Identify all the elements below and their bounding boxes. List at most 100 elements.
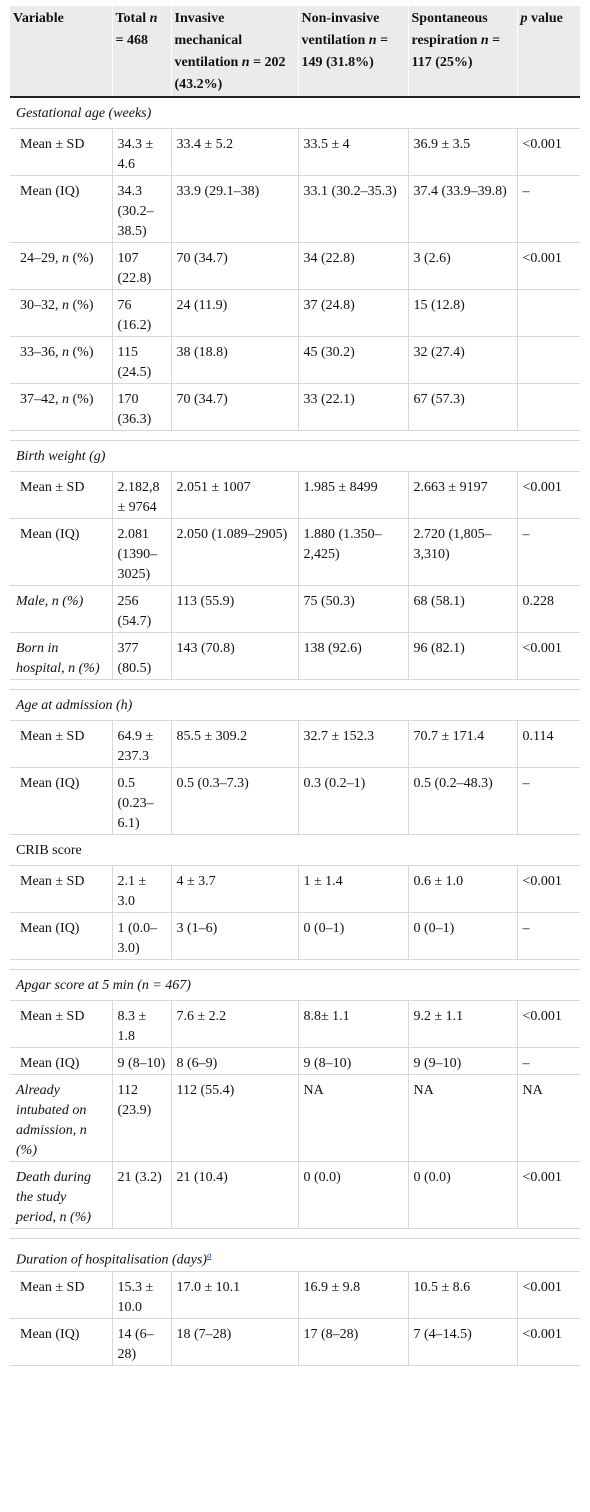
cell-spontaneous: 9.2 ± 1.1 — [408, 1000, 518, 1048]
cell-spontaneous: 9 (9–10) — [408, 1047, 518, 1075]
cell-total: 34.3 (30.2–38.5) — [112, 175, 172, 243]
cell-noninvasive: 34 (22.8) — [298, 242, 409, 290]
baseline-characteristics-table: Variable Total n = 468 Invasive mechanic… — [10, 6, 580, 1366]
cell-spontaneous: 2.663 ± 9197 — [408, 471, 518, 519]
cell-variable: Already intubated on admission, n (%) — [10, 1074, 113, 1162]
cell-invasive: 33.4 ± 5.2 — [171, 128, 299, 176]
cell-invasive: 7.6 ± 2.2 — [171, 1000, 299, 1048]
cell-variable: 30–32, n (%) — [10, 289, 113, 337]
header-invasive: Invasive mechanical ventilation n = 202 … — [171, 6, 299, 98]
header-total: Total n = 468 — [112, 6, 172, 98]
cell-noninvasive: 1.880 (1.350–2,425) — [298, 518, 409, 586]
cell-total: 15.3 ± 10.0 — [112, 1271, 172, 1319]
cell-spontaneous: 0.6 ± 1.0 — [408, 865, 518, 913]
header-spontaneous: Spontaneous respiration n = 117 (25%) — [408, 6, 518, 98]
footnote-link[interactable]: a — [206, 1250, 212, 1260]
cell-noninvasive: 37 (24.8) — [298, 289, 409, 337]
cell-invasive: 24 (11.9) — [171, 289, 299, 337]
header-row: Variable Total n = 468 Invasive mechanic… — [10, 6, 580, 98]
cell-total: 9 (8–10) — [112, 1047, 172, 1075]
cell-invasive: 0.5 (0.3–7.3) — [171, 767, 299, 835]
table-row: Mean ± SD 8.3 ± 1.8 7.6 ± 2.2 8.8± 1.1 9.2 ±… — [10, 1000, 580, 1048]
table-row: Already intubated on admission, n (%) 112… — [10, 1074, 580, 1162]
cell-total: 1 (0.0–3.0) — [112, 912, 172, 960]
cell-p-value — [517, 289, 580, 337]
cell-noninvasive: 33 (22.1) — [298, 383, 409, 431]
cell-variable: Mean ± SD — [10, 1000, 113, 1048]
cell-p-value — [517, 383, 580, 431]
cell-variable: Mean ± SD — [10, 720, 113, 768]
cell-spontaneous: 32 (27.4) — [408, 336, 518, 384]
cell-total: 377 (80.5) — [112, 632, 172, 680]
cell-total: 0.5 (0.23–6.1) — [112, 767, 172, 835]
cell-variable: Mean ± SD — [10, 128, 113, 176]
table-row: Mean (IQ) 34.3 (30.2–38.5) 33.9 (29.1–38) 3… — [10, 175, 580, 243]
cell-invasive: 70 (34.7) — [171, 383, 299, 431]
section-row: Apgar score at 5 min (n = 467) — [10, 969, 580, 1001]
table-row: Born in hospital, n (%) 377 (80.5) 143 (70… — [10, 632, 580, 680]
cell-invasive: 21 (10.4) — [171, 1161, 299, 1229]
table-row: Mean (IQ) 2.081 (1390–3025) 2.050 (1.089–2… — [10, 518, 580, 586]
cell-total: 2.1 ± 3.0 — [112, 865, 172, 913]
cell-variable: Mean ± SD — [10, 471, 113, 519]
cell-invasive: 143 (70.8) — [171, 632, 299, 680]
cell-invasive: 85.5 ± 309.2 — [171, 720, 299, 768]
section-crib-score: CRIB score — [10, 834, 580, 866]
cell-variable: Mean (IQ) — [10, 767, 113, 835]
section-row: Birth weight (g) — [10, 440, 580, 472]
cell-spontaneous: 0 (0–1) — [408, 912, 518, 960]
cell-total: 115 (24.5) — [112, 336, 172, 384]
cell-spontaneous: 7 (4–14.5) — [408, 1318, 518, 1366]
cell-spontaneous: 2.720 (1,805–3,310) — [408, 518, 518, 586]
table-row: Death during the study period, n (%) 21 (… — [10, 1161, 580, 1229]
section-row: Duration of hospitalisation (days)a — [10, 1238, 580, 1272]
cell-variable: Mean ± SD — [10, 865, 113, 913]
cell-invasive: 2.050 (1.089–2905) — [171, 518, 299, 586]
cell-spontaneous: 36.9 ± 3.5 — [408, 128, 518, 176]
cell-p-value: <0.001 — [517, 1000, 580, 1048]
section-birth-weight: Birth weight (g) — [10, 440, 580, 472]
cell-variable: Death during the study period, n (%) — [10, 1161, 113, 1229]
cell-total: 14 (6–28) — [112, 1318, 172, 1366]
cell-invasive: 4 ± 3.7 — [171, 865, 299, 913]
cell-noninvasive: 33.1 (30.2–35.3) — [298, 175, 409, 243]
cell-p-value: – — [517, 767, 580, 835]
cell-invasive: 38 (18.8) — [171, 336, 299, 384]
spacer-row — [10, 679, 580, 690]
spacer-row — [10, 430, 580, 441]
cell-noninvasive: 8.8± 1.1 — [298, 1000, 409, 1048]
section-row: Age at admission (h) — [10, 689, 580, 721]
cell-p-value: – — [517, 1047, 580, 1075]
cell-spontaneous: 15 (12.8) — [408, 289, 518, 337]
cell-spontaneous: NA — [408, 1074, 518, 1162]
table-row: Mean (IQ) 14 (6–28) 18 (7–28) 17 (8–28) 7 (4… — [10, 1318, 580, 1366]
cell-noninvasive: 75 (50.3) — [298, 585, 409, 633]
header-noninvasive: Non-invasive ventilation n = 149 (31.8%) — [298, 6, 409, 98]
cell-p-value: <0.001 — [517, 632, 580, 680]
header-variable: Variable — [10, 6, 113, 98]
cell-noninvasive: NA — [298, 1074, 409, 1162]
table-row: Mean (IQ) 0.5 (0.23–6.1) 0.5 (0.3–7.3) 0.3 … — [10, 767, 580, 835]
cell-total: 21 (3.2) — [112, 1161, 172, 1229]
cell-spontaneous: 70.7 ± 171.4 — [408, 720, 518, 768]
table-row: Mean ± SD 2.182,8 ± 9764 2.051 ± 1007 1.985… — [10, 471, 580, 519]
cell-noninvasive: 45 (30.2) — [298, 336, 409, 384]
section-age-admission: Age at admission (h) — [10, 689, 580, 721]
cell-total: 8.3 ± 1.8 — [112, 1000, 172, 1048]
cell-spontaneous: 67 (57.3) — [408, 383, 518, 431]
table-row: Mean ± SD 15.3 ± 10.0 17.0 ± 10.1 16.9 ± 9.… — [10, 1271, 580, 1319]
cell-noninvasive: 138 (92.6) — [298, 632, 409, 680]
cell-spontaneous: 3 (2.6) — [408, 242, 518, 290]
cell-noninvasive: 1.985 ± 8499 — [298, 471, 409, 519]
cell-noninvasive: 9 (8–10) — [298, 1047, 409, 1075]
table-row: Mean (IQ) 9 (8–10) 8 (6–9) 9 (8–10) 9 (9–10)… — [10, 1047, 580, 1075]
cell-variable: 37–42, n (%) — [10, 383, 113, 431]
cell-variable: Mean (IQ) — [10, 518, 113, 586]
cell-noninvasive: 0.3 (0.2–1) — [298, 767, 409, 835]
section-duration-label: Duration of hospitalisation (days) — [16, 1252, 207, 1268]
table-row: Mean (IQ) 1 (0.0–3.0) 3 (1–6) 0 (0–1) 0 (0–1… — [10, 912, 580, 960]
cell-variable: Mean (IQ) — [10, 1318, 113, 1366]
cell-p-value: – — [517, 175, 580, 243]
cell-p-value — [517, 336, 580, 384]
cell-invasive: 8 (6–9) — [171, 1047, 299, 1075]
